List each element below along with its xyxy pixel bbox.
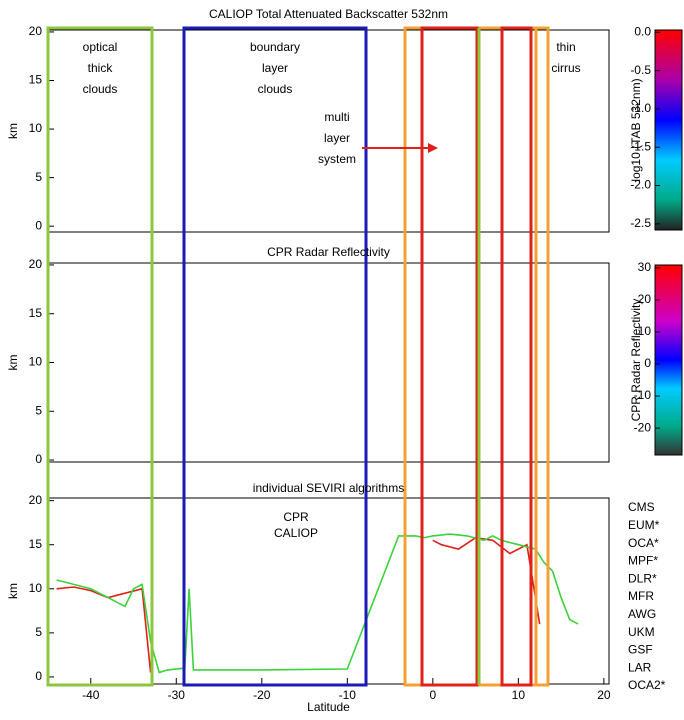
colorbar-tick-label: -2.0 — [630, 178, 651, 192]
annotation: cirrus — [551, 61, 580, 75]
colorbar-tick-label: 30 — [638, 260, 652, 274]
annotation: multi — [324, 110, 349, 124]
colorbar-tick-label: 0 — [644, 356, 651, 370]
algorithm-legend-entry: OCA* — [628, 536, 659, 550]
colorbar-tick-label: -20 — [634, 420, 652, 434]
x-tick-label: -40 — [82, 688, 100, 702]
panel-title: CPR Radar Reflectivity — [267, 245, 390, 259]
annotation: layer — [324, 131, 350, 145]
y-tick-label: 5 — [35, 625, 42, 639]
algorithm-legend-entry: DLR* — [628, 571, 657, 585]
plot-frame — [47, 262, 610, 463]
region-boxes — [46, 26, 550, 687]
colorbar-tick-label: -1.5 — [630, 139, 651, 153]
series-line — [56, 533, 579, 674]
x-tick-label: 0 — [429, 688, 436, 702]
y-tick-label: 0 — [35, 452, 42, 466]
y-tick-label: 15 — [29, 73, 43, 87]
panel-title: CALIOP Total Attenuated Backscatter 532n… — [209, 7, 448, 21]
x-tick-label: -20 — [253, 688, 271, 702]
colorbar-tick-label: -10 — [634, 388, 652, 402]
y-tick-label: 0 — [35, 218, 42, 232]
colorbar-tick-label: 0.0 — [634, 24, 651, 38]
y-tick-label: 20 — [29, 493, 43, 507]
y-tick-label: 20 — [29, 257, 43, 271]
colorbar-tick-label: -2.5 — [630, 216, 651, 230]
algorithm-legend-entry: LAR — [628, 660, 652, 674]
algorithm-legend-entry: OCA2* — [628, 678, 666, 692]
annotation: clouds — [258, 82, 293, 96]
x-tick-label: -10 — [339, 688, 357, 702]
colorbar-tick-label: 10 — [638, 324, 652, 338]
annotation: layer — [262, 61, 288, 75]
y-tick-label: 15 — [29, 306, 43, 320]
y-axis-label: km — [6, 355, 20, 371]
x-tick-label: 10 — [512, 688, 526, 702]
panel — [47, 497, 610, 685]
legend-entry: CPR — [283, 510, 309, 524]
annotation: optical — [83, 40, 118, 54]
annotation: thin — [556, 40, 575, 54]
y-tick-label: 10 — [29, 121, 43, 135]
annotation: system — [318, 152, 356, 166]
algorithm-legend-entry: UKM — [628, 625, 655, 639]
colorbar-tick-label: -0.5 — [630, 63, 651, 77]
y-tick-label: 5 — [35, 403, 42, 417]
series-line — [56, 536, 541, 673]
colorbar-tick-label: -1.0 — [630, 101, 651, 115]
algorithm-legend-entry: AWG — [628, 607, 656, 621]
x-tick-label: -30 — [168, 688, 186, 702]
algorithm-legend-entry: EUM* — [628, 518, 660, 532]
annotation: boundary — [250, 40, 300, 54]
y-axis-label: km — [6, 123, 20, 139]
algorithm-legend-entry: GSF — [628, 643, 653, 657]
colorbar — [654, 29, 683, 231]
algorithm-legend-entry: MFR — [628, 589, 654, 603]
algorithm-legend-entry: MPF* — [628, 554, 658, 568]
algorithm-legend-entry: CMS — [628, 500, 655, 514]
y-tick-label: 10 — [29, 355, 43, 369]
y-tick-label: 0 — [35, 669, 42, 683]
y-tick-label: 10 — [29, 581, 43, 595]
y-tick-label: 20 — [29, 24, 43, 38]
colorbar-tick-label: 20 — [638, 292, 652, 306]
annotation: clouds — [83, 82, 118, 96]
x-tick-label: 20 — [597, 688, 611, 702]
y-axis-label: km — [6, 583, 20, 599]
colorbar — [654, 264, 683, 456]
colorbar-label: log10 (TAB 532nm) — [629, 78, 643, 181]
panel — [47, 262, 610, 463]
panel-title: individual SEVIRI algorithms — [253, 481, 404, 495]
colorbar-label: CPR Radar Reflectivity — [629, 299, 643, 422]
arrow-head — [428, 143, 438, 153]
y-tick-label: 5 — [35, 170, 42, 184]
x-axis-label: Latitude — [307, 700, 350, 714]
annotation: thick — [88, 61, 114, 75]
y-tick-label: 15 — [29, 537, 43, 551]
legend-entry: CALIOP — [274, 526, 318, 540]
